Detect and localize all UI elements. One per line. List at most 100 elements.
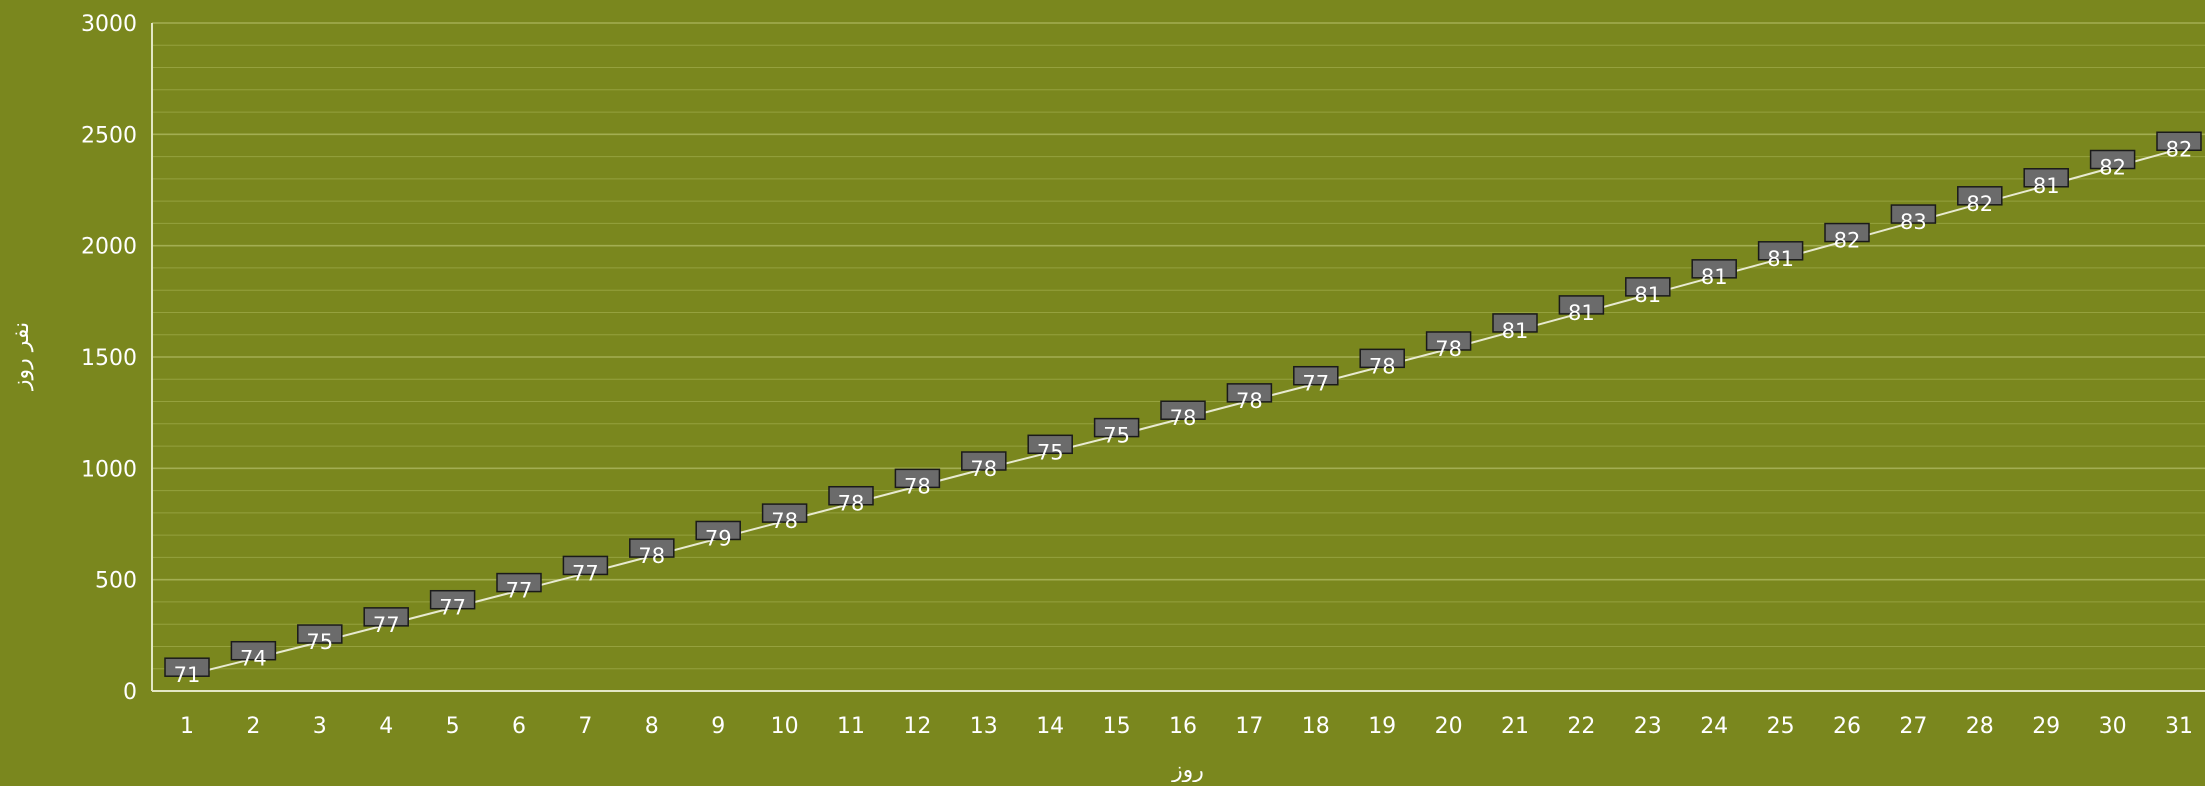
data-label-text: 78: [771, 509, 798, 533]
data-label-text: 78: [1236, 389, 1263, 413]
data-label-box: [828, 485, 874, 506]
y-tick-label: 2000: [81, 235, 137, 260]
data-label-box: [695, 520, 741, 541]
axes: [151, 23, 2205, 692]
data-label-box: [1093, 417, 1140, 438]
data-label-text: 78: [1170, 406, 1197, 430]
data-label: 81: [1757, 241, 1804, 271]
data-label-text: 79: [705, 526, 732, 550]
x-tick-label: 29: [2032, 714, 2060, 739]
data-label-box: [1824, 222, 1870, 243]
data-labels: 71 74 75 77 77 77 77 78 79 78 78 78 78 75 75 78 78 77 78 78…: [164, 131, 2202, 687]
data-label-box: [1160, 400, 1206, 420]
data-label-box: [1890, 204, 1937, 224]
data-label-text: 81: [1701, 265, 1728, 289]
x-tick-label: 15: [1103, 714, 1131, 739]
data-label-box: [1027, 434, 1073, 455]
x-tick-label: 11: [837, 714, 865, 739]
data-label: 78: [629, 538, 675, 568]
data-label-box: [629, 538, 675, 558]
data-label-text: 78: [1435, 337, 1462, 361]
data-label: 78: [761, 503, 808, 533]
data-label: 77: [1293, 365, 1339, 396]
data-label-box: [562, 555, 609, 576]
data-label: 81: [1492, 313, 1538, 343]
data-label: 77: [496, 572, 542, 603]
data-label: 81: [2023, 168, 2069, 198]
y-tick-label: 1000: [81, 457, 137, 482]
x-tick-labels: 1 2 3 4 5 6 7 8 9 10 11 12 13 14 15 16 17 18 19 20 21 22 23 24 2…: [180, 714, 2193, 739]
y-tick-label: 3000: [81, 12, 137, 37]
x-tick-label: 13: [970, 714, 998, 739]
x-tick-label: 3: [313, 714, 327, 739]
y-tick-label: 1500: [81, 346, 137, 371]
data-label-box: [894, 468, 941, 489]
data-label-text: 78: [1369, 354, 1396, 378]
data-label-box: [2156, 131, 2202, 152]
x-tick-label: 25: [1767, 714, 1795, 739]
y-tick-labels: 0 500 1000 1500 2000 2500 3000: [81, 12, 137, 705]
data-label: 75: [1093, 417, 1140, 448]
x-tick-label: 2: [246, 714, 260, 739]
data-label: 77: [562, 555, 609, 585]
data-label-box: [1558, 295, 1605, 315]
data-label-text: 77: [506, 579, 533, 603]
x-tick-label: 31: [2165, 714, 2193, 739]
data-label: 83: [1890, 204, 1937, 234]
data-label-box: [761, 503, 808, 523]
data-label-box: [496, 572, 542, 593]
data-label: 78: [1425, 331, 1472, 361]
data-label-text: 82: [1966, 192, 1993, 216]
data-label: 75: [1027, 434, 1073, 464]
data-label-box: [1359, 348, 1405, 369]
x-axis-title: روز: [1171, 758, 1204, 782]
x-tick-label: 23: [1634, 714, 1662, 739]
data-label-box: [230, 640, 277, 661]
data-label: 79: [695, 520, 741, 550]
x-tick-label: 16: [1169, 714, 1197, 739]
x-tick-label: 21: [1501, 714, 1529, 739]
data-label-text: 82: [2099, 156, 2126, 180]
data-label-box: [429, 589, 476, 610]
data-label: 82: [1824, 222, 1870, 253]
data-label-box: [1293, 365, 1339, 386]
data-label: 81: [1558, 295, 1605, 325]
data-label: 78: [1160, 400, 1206, 430]
x-tick-label: 8: [645, 714, 659, 739]
data-label-box: [961, 451, 1007, 471]
y-tick-label: 500: [95, 569, 137, 594]
data-label-text: 82: [1834, 229, 1861, 253]
data-label: 78: [1226, 383, 1273, 413]
data-label: 82: [1957, 186, 2003, 216]
data-label: 81: [1691, 259, 1737, 289]
x-tick-label: 30: [2099, 714, 2127, 739]
data-label-text: 81: [1568, 301, 1595, 325]
data-label-text: 83: [1900, 210, 1927, 234]
data-label-text: 77: [1302, 372, 1329, 396]
data-label-text: 78: [904, 474, 931, 498]
data-label-text: 77: [439, 596, 466, 620]
data-label-text: 77: [572, 561, 599, 585]
x-tick-label: 22: [1567, 714, 1595, 739]
data-label-box: [297, 624, 343, 644]
data-label-box: [1757, 241, 1804, 261]
data-label-box: [164, 657, 210, 677]
data-label-text: 75: [1037, 440, 1064, 464]
data-label-text: 81: [2033, 174, 2060, 198]
data-label-text: 77: [373, 613, 400, 637]
x-tick-label: 6: [512, 714, 526, 739]
x-tick-label: 17: [1235, 714, 1263, 739]
data-label: 77: [429, 589, 476, 620]
data-label-text: 71: [174, 663, 201, 687]
x-tick-label: 19: [1368, 714, 1396, 739]
x-tick-label: 27: [1899, 714, 1927, 739]
x-tick-label: 20: [1435, 714, 1463, 739]
x-tick-label: 14: [1036, 714, 1064, 739]
data-label-text: 75: [306, 630, 333, 654]
data-label-box: [2023, 168, 2069, 188]
data-label-box: [1691, 259, 1737, 279]
y-axis-title: نفر روز: [9, 322, 34, 391]
data-label: 74: [230, 640, 277, 671]
data-label-text: 81: [1634, 283, 1661, 307]
